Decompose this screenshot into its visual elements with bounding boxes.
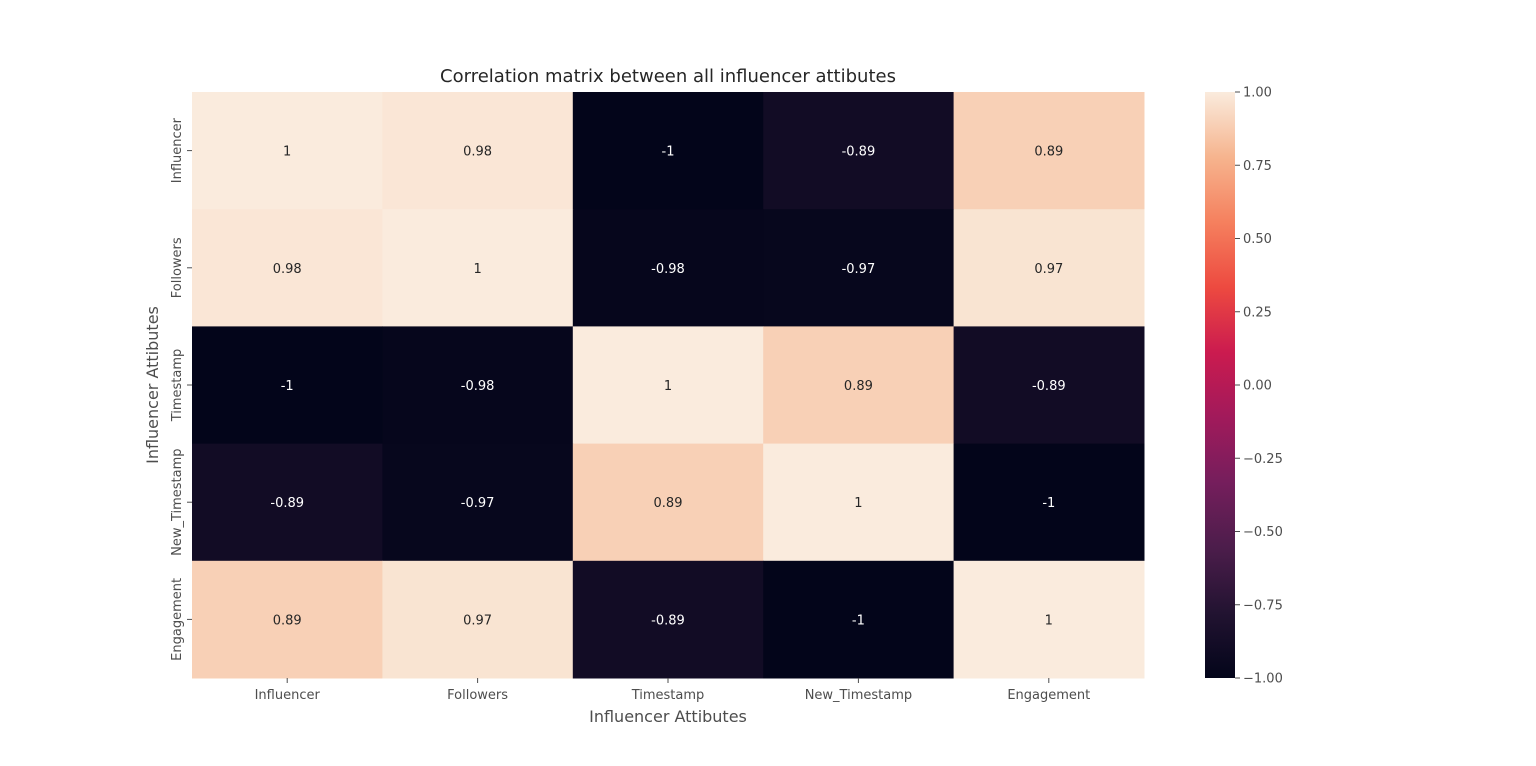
- x-tick-label: New_Timestamp: [805, 688, 912, 703]
- cell-annotation: 1: [283, 145, 291, 160]
- colorbar-tick-label: 0.50: [1243, 232, 1272, 247]
- colorbar-tick-label: 0.25: [1243, 305, 1272, 320]
- x-tick-label: Followers: [447, 688, 508, 703]
- heatmap-cell: [572, 443, 764, 562]
- cell-annotation: -1: [281, 379, 294, 394]
- heatmap-cell: [382, 92, 574, 210]
- colorbar-tick-label: −0.50: [1243, 525, 1283, 540]
- y-tick-label: Followers: [170, 237, 185, 298]
- heatmap-cell: [763, 209, 955, 327]
- heatmap-cell: [572, 560, 764, 679]
- heatmap-cell: [382, 209, 574, 327]
- cell-annotation: 1: [473, 262, 481, 277]
- cell-annotation: -0.89: [842, 145, 876, 160]
- heatmap-cell: [953, 443, 1145, 562]
- heatmap-cell: [763, 560, 955, 679]
- cell-annotation: -1: [1042, 496, 1055, 511]
- heatmap-cell: [572, 209, 764, 327]
- cell-annotation: -1: [662, 145, 675, 160]
- y-tick-label: Influencer: [170, 117, 185, 183]
- colorbar-tick-label: −1.00: [1243, 672, 1283, 687]
- heatmap-cell: [192, 560, 383, 679]
- cell-annotation: -0.89: [651, 613, 685, 628]
- heatmap-cell: [572, 326, 764, 445]
- cell-annotation: 1: [1045, 613, 1053, 628]
- heatmap-cell: [953, 560, 1145, 679]
- y-tick-label: New_Timestamp: [170, 448, 185, 555]
- cell-annotation: -0.89: [270, 496, 304, 511]
- y-axis-label: Influencer Attibutes: [143, 306, 162, 464]
- heatmap-cell: [763, 443, 955, 562]
- heatmap-cell: [382, 326, 574, 445]
- heatmap-cell: [192, 443, 383, 562]
- heatmap-annotations: 1 0.98 -1 -0.89 0.89 0.98 1 -0.98 -0.97 0.97 -1 -0.…: [270, 145, 1065, 629]
- heatmap-cell: [572, 92, 764, 210]
- cell-annotation: 0.98: [273, 262, 302, 277]
- y-tick-label: Engagement: [170, 578, 185, 661]
- cell-annotation: 0.89: [654, 496, 683, 511]
- colorbar-gradient: [1205, 92, 1235, 678]
- y-tick-label: Timestamp: [170, 349, 185, 423]
- colorbar-tick-label: −0.75: [1243, 598, 1283, 613]
- cell-annotation: 1: [854, 496, 862, 511]
- colorbar-tick-label: 0.75: [1243, 159, 1272, 174]
- cell-annotation: 0.97: [463, 613, 492, 628]
- heatmap-cells: [192, 92, 1145, 679]
- heatmap-cell: [382, 560, 574, 679]
- heatmap-cell: [382, 443, 574, 562]
- cell-annotation: -0.98: [651, 262, 685, 277]
- cell-annotation: 0.89: [273, 613, 302, 628]
- colorbar-tick-label: −0.25: [1243, 452, 1283, 467]
- cell-annotation: 0.89: [844, 379, 873, 394]
- x-axis-ticks: Influencer Followers Timestamp New_Timestam…: [255, 678, 1090, 703]
- heatmap-cell: [763, 326, 955, 445]
- y-axis-ticks: Influencer Followers Timestamp New_Timestam…: [170, 117, 192, 661]
- cell-annotation: 1: [664, 379, 672, 394]
- heatmap-cell: [953, 209, 1145, 327]
- cell-annotation: -0.89: [1032, 379, 1066, 394]
- colorbar-tick-label: 0.00: [1243, 379, 1272, 394]
- heatmap-cell: [192, 209, 383, 327]
- x-tick-label: Influencer: [255, 688, 321, 703]
- colorbar: 1.00 0.75 0.50 0.25 0.00 −0.25 −0.50 −0.75 −1.00: [1205, 86, 1283, 687]
- cell-annotation: 0.89: [1034, 145, 1063, 160]
- x-tick-label: Timestamp: [631, 688, 705, 703]
- heatmap-cell: [953, 92, 1145, 210]
- x-axis-label: Influencer Attibutes: [589, 707, 747, 726]
- heatmap-cell: [953, 326, 1145, 445]
- heatmap-cell: [763, 92, 955, 210]
- cell-annotation: -0.97: [842, 262, 876, 277]
- cell-annotation: -0.98: [461, 379, 495, 394]
- cell-annotation: -0.97: [461, 496, 495, 511]
- heatmap-cell: [192, 326, 383, 445]
- chart-title: Correlation matrix between all influence…: [440, 66, 896, 87]
- heatmap-cell: [192, 92, 383, 210]
- cell-annotation: -1: [852, 613, 865, 628]
- colorbar-tick-label: 1.00: [1243, 86, 1272, 101]
- x-tick-label: Engagement: [1007, 688, 1090, 703]
- cell-annotation: 0.97: [1034, 262, 1063, 277]
- cell-annotation: 0.98: [463, 145, 492, 160]
